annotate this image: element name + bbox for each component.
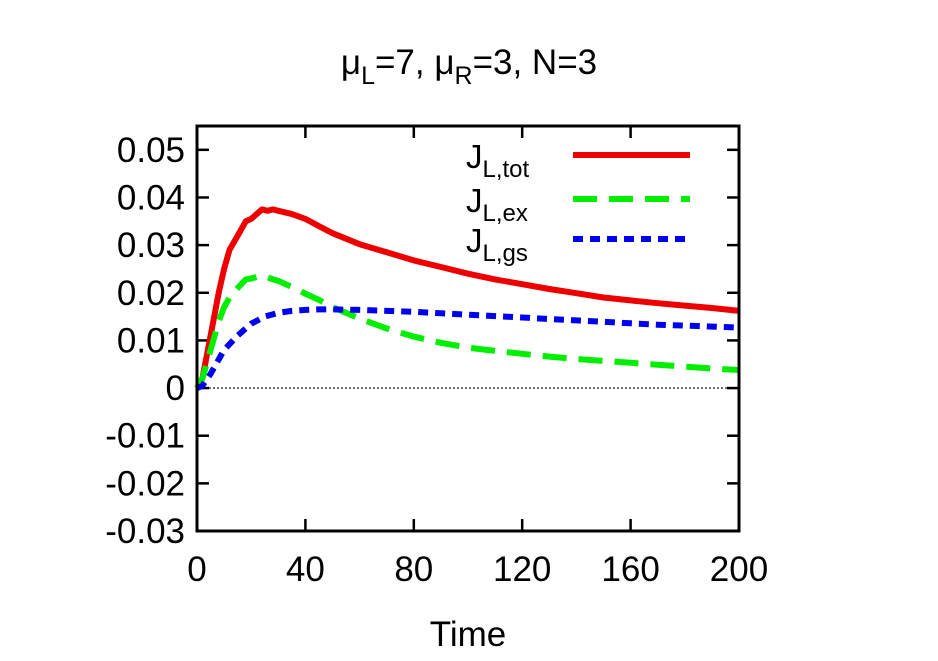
- legend-main-total: J: [466, 138, 483, 175]
- y-tick-label: 0.03: [117, 226, 185, 265]
- legend-entry-excited: JL,ex: [466, 182, 690, 227]
- title-sub-r: R: [455, 62, 473, 90]
- x-tick-label: 160: [601, 550, 659, 589]
- legend-sub-total: L,tot: [483, 156, 530, 183]
- title-mu-r: μ: [434, 43, 454, 82]
- y-tick-label: -0.02: [105, 464, 185, 503]
- legend-entry-ground: JL,gs: [466, 222, 690, 267]
- legend: JL,tot JL,ex JL,gs: [466, 138, 690, 267]
- y-tick-label: 0.04: [117, 178, 185, 217]
- legend-label-excited: JL,ex: [466, 182, 528, 227]
- x-axis-label: Time: [430, 615, 506, 654]
- x-tick-label: 200: [710, 550, 768, 589]
- title-sub-l: L: [361, 62, 375, 90]
- legend-sub-ground: L,gs: [483, 240, 528, 267]
- title-eq-r: =3, N=3: [473, 43, 598, 82]
- y-tick-label: 0.01: [117, 321, 185, 360]
- chart-title: μL=7, μR=3, N=3: [341, 43, 597, 90]
- title-eq-l: =7,: [375, 43, 434, 82]
- legend-label-ground: JL,gs: [466, 222, 528, 267]
- x-tick-label: 120: [493, 550, 551, 589]
- x-tick-label: 40: [286, 550, 325, 589]
- legend-main-ground: J: [466, 222, 483, 259]
- y-tick-label: -0.03: [105, 512, 185, 551]
- legend-label-total: JL,tot: [466, 138, 530, 183]
- series-line-l-gs: [195, 306, 740, 391]
- series-line-l-ex: [194, 273, 740, 390]
- x-tick-label: 80: [394, 550, 433, 589]
- title-mu-l: μ: [341, 43, 361, 82]
- y-tick-label: 0.05: [117, 131, 185, 170]
- y-tick-label: 0.02: [117, 274, 185, 313]
- legend-entry-total: JL,tot: [466, 138, 690, 183]
- series-line-l-tot: [194, 206, 740, 390]
- legend-main-excited: J: [466, 182, 483, 219]
- x-tick-label: 0: [187, 550, 206, 589]
- y-tick-label: 0: [166, 369, 185, 408]
- plot-frame: [195, 124, 741, 533]
- legend-sub-excited: L,ex: [483, 200, 528, 227]
- y-tick-label: -0.01: [105, 417, 185, 456]
